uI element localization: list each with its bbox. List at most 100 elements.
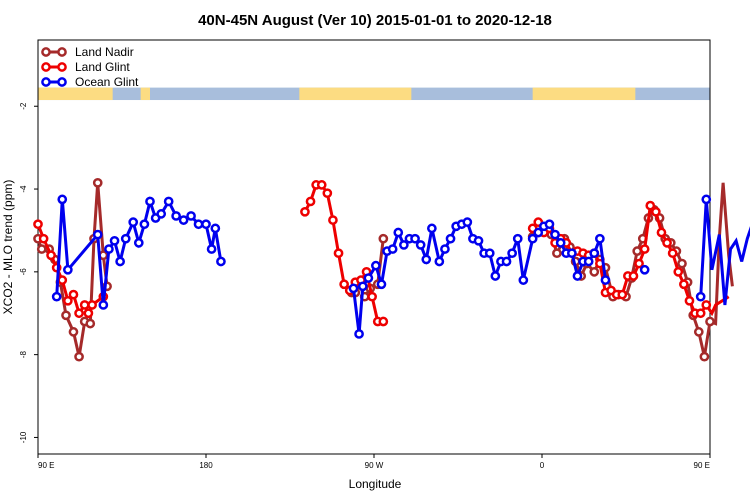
data-point xyxy=(367,291,377,302)
data-point xyxy=(434,256,445,267)
data-point xyxy=(634,258,644,269)
data-point xyxy=(387,244,398,254)
data-point xyxy=(33,219,43,230)
data-point xyxy=(415,240,426,250)
data-point xyxy=(583,256,594,267)
data-point xyxy=(120,233,131,244)
data-point xyxy=(98,300,109,310)
y-tick-label: -4 xyxy=(19,185,28,193)
data-point xyxy=(440,244,450,254)
data-point xyxy=(617,289,628,300)
data-point xyxy=(186,211,196,221)
data-point xyxy=(87,300,97,310)
series-layer xyxy=(33,177,750,362)
data-point xyxy=(322,188,333,199)
data-point xyxy=(462,217,473,228)
data-point xyxy=(328,215,338,225)
data-point xyxy=(484,248,495,259)
data-point xyxy=(85,318,96,329)
data-point xyxy=(92,177,103,188)
legend-marker xyxy=(57,47,67,57)
legend-marker xyxy=(41,62,51,72)
data-point xyxy=(61,310,71,321)
series-line xyxy=(55,196,223,306)
data-point xyxy=(145,196,155,207)
data-point xyxy=(544,219,555,230)
y-axis-label: XCO2 - MLO trend (ppm) xyxy=(1,180,15,315)
data-point xyxy=(74,308,84,319)
data-point xyxy=(354,329,364,339)
data-point xyxy=(36,244,47,254)
data-point xyxy=(567,248,577,259)
data-point xyxy=(399,240,409,250)
data-point xyxy=(501,256,512,267)
data-point xyxy=(57,194,68,205)
x-axis: 90 E 180 90 W 0 90 E xyxy=(37,454,711,470)
data-point xyxy=(171,211,181,221)
data-point xyxy=(133,238,144,248)
legend-marker xyxy=(41,77,51,87)
data-point xyxy=(339,279,349,290)
x-tick-label: 90 W xyxy=(365,461,384,470)
data-point xyxy=(333,248,344,259)
data-point xyxy=(92,229,103,240)
y-tick-label: -10 xyxy=(19,431,28,443)
legend-item: Land Glint xyxy=(41,60,130,74)
data-point xyxy=(662,238,672,248)
legend-marker xyxy=(57,77,67,87)
legend-marker xyxy=(57,62,67,72)
data-point xyxy=(68,289,79,300)
data-point xyxy=(63,295,73,306)
data-point xyxy=(128,217,139,228)
data-point xyxy=(684,295,695,306)
data-point xyxy=(46,250,56,261)
data-point xyxy=(527,233,538,244)
legend-marker xyxy=(41,47,51,57)
strip-land-segment xyxy=(140,87,150,101)
data-point xyxy=(63,264,73,275)
data-point xyxy=(178,215,189,225)
data-point xyxy=(139,219,150,230)
x-axis-label: Longitude xyxy=(349,477,402,491)
legend-item: Ocean Glint xyxy=(41,75,139,89)
data-point xyxy=(490,271,501,281)
data-point xyxy=(357,281,368,292)
data-point xyxy=(421,254,432,265)
data-point xyxy=(378,233,389,244)
strip-land-segment xyxy=(299,87,412,101)
data-point xyxy=(427,223,437,234)
data-point xyxy=(550,229,560,240)
data-point xyxy=(572,271,583,281)
data-point xyxy=(68,327,79,337)
data-point xyxy=(216,256,226,267)
data-point xyxy=(109,235,120,246)
data-point xyxy=(667,248,678,259)
y-tick-label: -8 xyxy=(19,351,28,359)
x-tick-label: 90 E xyxy=(694,461,710,470)
strip-land-segment xyxy=(38,87,113,101)
data-point xyxy=(378,316,389,327)
data-point xyxy=(163,196,174,207)
data-point xyxy=(104,244,114,254)
data-point xyxy=(701,300,712,310)
data-point xyxy=(679,279,689,290)
data-point xyxy=(206,244,217,254)
data-point xyxy=(115,256,125,267)
chart-title: 40N-45N August (Ver 10) 2015-01-01 to 20… xyxy=(198,12,552,29)
data-point xyxy=(57,275,68,285)
data-point xyxy=(656,227,667,238)
data-point xyxy=(595,233,605,244)
data-point xyxy=(632,246,643,256)
data-point xyxy=(639,264,650,275)
data-point xyxy=(651,206,661,217)
data-point xyxy=(639,244,650,254)
data-point xyxy=(38,233,49,244)
data-point xyxy=(210,223,221,234)
x-tick-label: 0 xyxy=(540,461,545,470)
surface-type-strip xyxy=(38,87,710,101)
data-point xyxy=(701,194,712,205)
data-point xyxy=(201,219,211,230)
data-point xyxy=(316,180,327,190)
